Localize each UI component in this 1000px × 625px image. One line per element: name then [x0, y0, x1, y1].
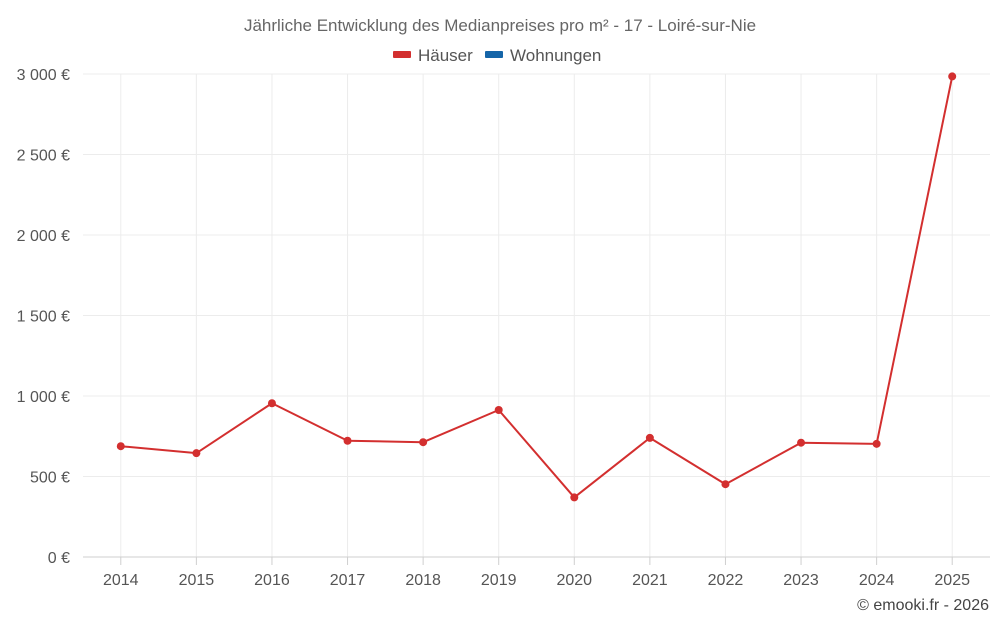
x-tick-label: 2019	[481, 572, 517, 589]
x-tick-label: 2017	[330, 572, 366, 589]
y-tick-label: 2 000 €	[17, 228, 70, 245]
data-point[interactable]	[872, 439, 881, 448]
data-point[interactable]	[494, 406, 503, 415]
y-tick-label: 500 €	[30, 470, 70, 487]
y-tick-label: 2 500 €	[17, 148, 70, 165]
grid	[83, 73, 990, 557]
data-point[interactable]	[948, 72, 957, 81]
y-tick-label: 0 €	[48, 550, 70, 567]
data-point[interactable]	[570, 493, 579, 502]
y-tick-label: 1 500 €	[17, 309, 70, 326]
x-tick-label: 2025	[934, 572, 970, 589]
x-tick-label: 2023	[783, 572, 819, 589]
data-point[interactable]	[797, 438, 806, 447]
x-tick-label: 2014	[103, 572, 139, 589]
data-point[interactable]	[419, 438, 428, 447]
legend-label-wohnungen: Wohnungen	[510, 46, 601, 65]
x-tick-label: 2016	[254, 572, 290, 589]
legend-swatch-wohnungen	[485, 51, 503, 58]
chart-title: Jährliche Entwicklung des Medianpreises …	[244, 16, 756, 35]
y-tick-label: 1 000 €	[17, 389, 70, 406]
series-line	[120, 76, 954, 499]
legend-item-wohnungen[interactable]: Wohnungen	[485, 46, 601, 65]
x-tick-label: 2015	[179, 572, 215, 589]
y-axis: 0 € 500 € 1 000 € 1 500 € 2 000 € 2 500 € 3 00…	[17, 67, 70, 567]
x-tick-label: 2024	[859, 572, 895, 589]
x-tick-label: 2021	[632, 572, 668, 589]
data-point[interactable]	[645, 433, 654, 442]
data-point[interactable]	[267, 399, 276, 408]
data-point[interactable]	[721, 480, 730, 489]
data-point[interactable]	[192, 449, 201, 458]
x-tick-label: 2022	[708, 572, 744, 589]
series-haeuser	[116, 72, 957, 502]
x-tick-label: 2018	[405, 572, 441, 589]
legend-swatch-haeuser	[393, 51, 411, 58]
legend: Häuser Wohnungen	[393, 46, 601, 65]
data-point[interactable]	[116, 442, 125, 451]
credit: © emooki.fr - 2026	[857, 597, 989, 614]
x-axis: 2014 2015 2016 2017 2018 2019 2020 2021 2022 2023…	[83, 556, 990, 589]
x-tick-label: 2020	[556, 572, 592, 589]
legend-item-haeuser[interactable]: Häuser	[393, 46, 473, 65]
legend-label-haeuser: Häuser	[418, 46, 473, 65]
y-tick-label: 3 000 €	[17, 67, 70, 84]
data-point[interactable]	[343, 436, 352, 445]
